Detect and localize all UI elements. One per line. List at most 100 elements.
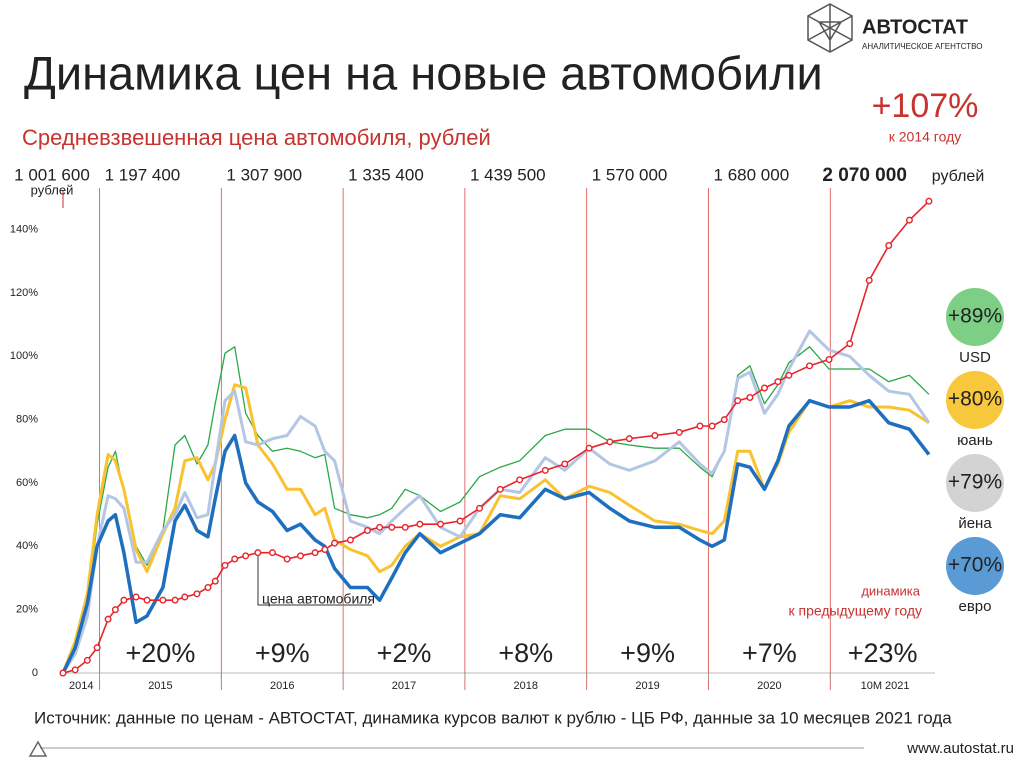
logo-icon [807,3,853,53]
series-marker [211,577,219,585]
x-tick-label: 2016 [270,680,294,692]
change-label: +9% [255,638,310,668]
series-marker [296,552,304,560]
series-marker [388,523,396,531]
series-marker [437,520,445,528]
logo-subtext: АНАЛИТИЧЕСКОЕ АГЕНТСТВО [862,42,982,51]
series-marker [806,362,814,370]
series-marker [708,422,716,430]
change-label: +2% [377,638,432,668]
website: www.autostat.ru [906,740,1014,757]
series-line [61,398,931,674]
x-tick-label: 10М 2021 [861,680,910,692]
series-marker [171,596,179,604]
series-marker [120,596,128,604]
legend-badge-label: +70% [948,554,1002,577]
source-note: Источник: данные по ценам - АВТОСТАТ, ди… [34,708,952,727]
total-change: +107% [872,87,979,125]
series-marker [93,644,101,652]
x-tick-label: 2018 [514,680,538,692]
price-label: 1 197 400 [105,165,181,184]
price-label: 1 439 500 [470,165,546,184]
series-marker [311,549,319,557]
change-label: +9% [620,638,675,668]
price-label: 1 680 000 [714,165,790,184]
legend-label: йена [958,515,992,532]
series-marker [760,384,768,392]
legend-badge [946,288,1004,346]
series-marker [905,216,913,224]
change-label: +8% [498,638,553,668]
price-label: 1 307 900 [226,165,302,184]
series-marker [541,466,549,474]
logo-text: АВТОСТАТ [862,16,968,38]
series-marker [606,438,614,446]
series-marker [846,340,854,348]
price-label: 1 570 000 [592,165,668,184]
x-tick-label: 2015 [148,680,172,692]
chart-title: Динамика цен на новые автомобили [24,46,823,99]
legend-badge-label: +89% [948,305,1002,328]
series-marker [71,666,79,674]
y-tick-label: 140% [10,224,38,236]
series-marker [585,444,593,452]
change-label: +23% [848,638,918,668]
y-tick-label: 120% [10,287,38,299]
series-marker [132,593,140,601]
series-marker [331,539,339,547]
series-marker [193,590,201,598]
series-marker [865,276,873,284]
legend-badge-label: +80% [948,388,1002,411]
series-marker [159,596,167,604]
legend-badge [946,537,1004,595]
change-label: +7% [742,638,797,668]
series-marker [696,422,704,430]
series-marker [516,476,524,484]
series-line [62,200,930,674]
price-unit: рублей [31,182,74,197]
y-tick-label: 100% [10,350,38,362]
price-label: 1 001 600 [14,165,90,184]
series-line [62,346,930,674]
series-marker [346,536,354,544]
series-marker [181,593,189,601]
series-marker [111,606,119,614]
y-tick-label: 20% [16,604,38,616]
series-marker [476,504,484,512]
series-marker [231,555,239,563]
series-marker [254,549,262,557]
x-tick-label: 2014 [69,680,93,692]
series-marker [734,397,742,405]
changes-note: к предыдущему году [788,603,922,619]
series-marker [885,241,893,249]
series-marker [496,485,504,493]
series-marker [416,520,424,528]
series-line [61,383,930,674]
series-annotation: цена автомобиля [262,591,375,607]
legend-label: USD [959,349,991,366]
annotation-leader [257,556,372,606]
y-tick-label: 80% [16,414,38,426]
total-change-note: к 2014 году [889,129,962,145]
series-marker [104,615,112,623]
y-tick-label: 0 [32,667,38,679]
footer-icon [28,740,48,757]
price-unit: рублей [932,168,985,185]
legend-badge [946,454,1004,512]
series-marker [321,546,329,554]
series-marker [625,435,633,443]
series-marker [456,517,464,525]
series-marker [825,356,833,364]
x-tick-label: 2020 [757,680,781,692]
series-marker [401,523,409,531]
series-marker [746,394,754,402]
series-marker [720,416,728,424]
series-marker [363,527,371,535]
series-marker [242,552,250,560]
legend-badge [946,371,1004,429]
change-label: +20% [126,638,196,668]
x-tick-label: 2017 [392,680,416,692]
legend-label: евро [959,598,992,615]
chart-subtitle: Средневзвешенная цена автомобиля, рублей [22,125,491,150]
series-marker [561,460,569,468]
